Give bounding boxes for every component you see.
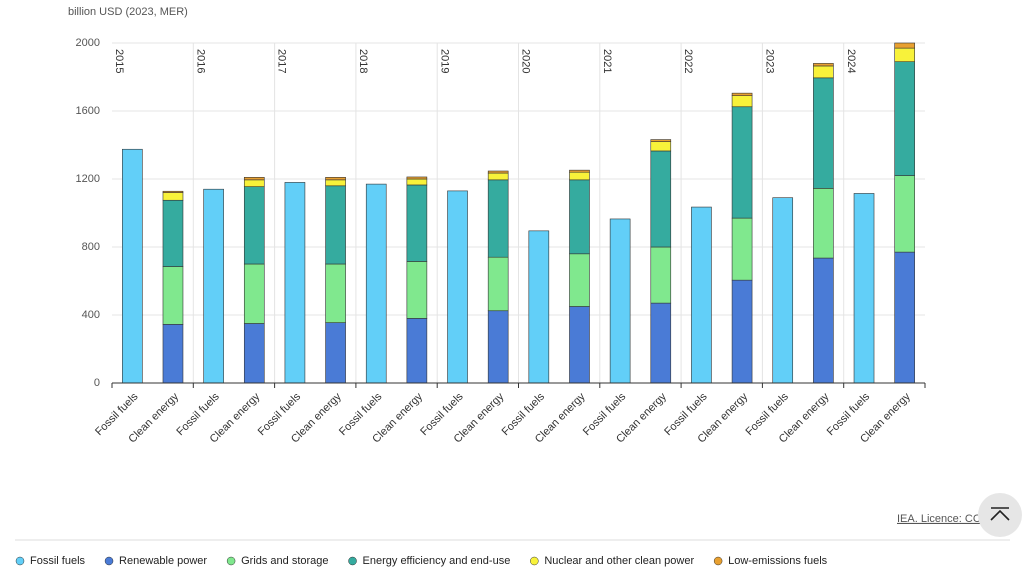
credit[interactable]: IEA. Licence: CC: [897, 513, 981, 525]
legend-swatch: [530, 556, 539, 566]
legend-swatch: [104, 556, 114, 566]
legend-swatch: [713, 556, 723, 566]
bar-segment: [894, 42, 915, 49]
bar-segment: [365, 183, 387, 384]
bar-segment: [650, 302, 672, 384]
bar-segment: [122, 148, 143, 384]
bar-segment: [569, 306, 590, 384]
group-label: 2016: [194, 49, 206, 73]
bar-segment: [243, 263, 265, 324]
bar-segment: [447, 190, 468, 384]
group-label: 2022: [682, 49, 694, 73]
bar-segment: [406, 184, 428, 262]
y-tick-label: 1600: [76, 105, 100, 117]
bar-segment: [894, 61, 915, 176]
bar-segment: [691, 206, 712, 384]
bar-segment: [406, 261, 428, 319]
scroll-top-button[interactable]: [978, 493, 1022, 537]
group-label: 2018: [357, 49, 369, 73]
bar-segment: [569, 171, 590, 181]
group-label: 2015: [113, 49, 125, 73]
bar-segment: [731, 95, 753, 108]
bar-segment: [162, 324, 184, 384]
legend-swatch: [348, 556, 357, 566]
legend-label: Energy efficiency and end-use: [363, 555, 511, 567]
bar-segment: [243, 186, 265, 265]
bar-segment: [487, 310, 509, 384]
bar-segment: [162, 192, 184, 201]
bar-segment: [569, 253, 590, 307]
button-icon[interactable]: [990, 507, 1010, 521]
bar-segment: [325, 177, 346, 181]
bar-segment: [243, 177, 265, 181]
group-label: 2019: [438, 49, 450, 73]
group-label: 2017: [276, 49, 288, 73]
bar-segment: [243, 179, 265, 187]
bar-segment: [813, 65, 834, 79]
bar-segment: [487, 256, 509, 312]
legend-label: Grids and storage: [241, 555, 328, 567]
bar-segment: [569, 169, 590, 173]
group-label: 2020: [520, 49, 532, 73]
bar-segment: [772, 197, 794, 384]
bar-segment: [325, 263, 346, 323]
y-tick-label: 800: [82, 241, 100, 253]
y-tick-label: 400: [82, 309, 100, 321]
bar-segment: [650, 141, 672, 152]
bar-segment: [487, 172, 509, 181]
bar-segment: [162, 266, 184, 325]
y-tick-label: 2000: [76, 37, 100, 49]
legend-label: Nuclear and other clean power: [544, 555, 694, 567]
bar-segment: [853, 193, 875, 384]
bar-segment: [650, 246, 672, 304]
y-axis-label: billion USD (2023, MER): [68, 6, 188, 18]
bar-segment: [406, 318, 428, 384]
bar-segment: [731, 279, 753, 384]
bar-segment: [813, 63, 834, 67]
bar-segment: [487, 179, 509, 258]
bar-segment: [731, 217, 753, 281]
bar-segment: [650, 150, 672, 248]
bar-segment: [731, 106, 753, 219]
y-tick-label: 0: [94, 377, 100, 389]
bar-segment: [325, 185, 346, 265]
legend-swatch: [15, 556, 25, 566]
legend-label: Low-emissions fuels: [728, 555, 828, 567]
button-bg[interactable]: [978, 493, 1022, 537]
bar-segment: [894, 47, 915, 62]
bar-segment: [243, 323, 265, 384]
legend-label: Renewable power: [119, 555, 207, 567]
bar-segment: [325, 179, 346, 187]
legend-label: Fossil fuels: [30, 555, 86, 567]
bar-segment: [813, 77, 834, 189]
bar-segment: [528, 230, 550, 384]
bar-segment: [325, 322, 346, 384]
bar-segment: [406, 178, 428, 186]
bar-segment: [284, 182, 306, 384]
bar-segment: [162, 199, 184, 267]
bar-segment: [650, 139, 672, 142]
bar-segment: [406, 176, 428, 180]
bar-segment: [203, 188, 224, 384]
bar-segment: [813, 257, 834, 384]
bar-segment: [487, 170, 509, 174]
bar-segment: [813, 188, 834, 259]
group-label: 2024: [845, 49, 857, 73]
bar-segment: [894, 175, 915, 253]
bar-segment: [894, 251, 915, 384]
bar-segment: [731, 92, 753, 97]
bar-segment: [162, 190, 184, 193]
group-label: 2023: [763, 49, 775, 73]
bar-segment: [569, 179, 590, 255]
bar-segment: [609, 218, 631, 384]
y-tick-label: 1200: [76, 173, 100, 185]
group-label: 2021: [601, 49, 613, 73]
legend-swatch: [226, 556, 236, 566]
